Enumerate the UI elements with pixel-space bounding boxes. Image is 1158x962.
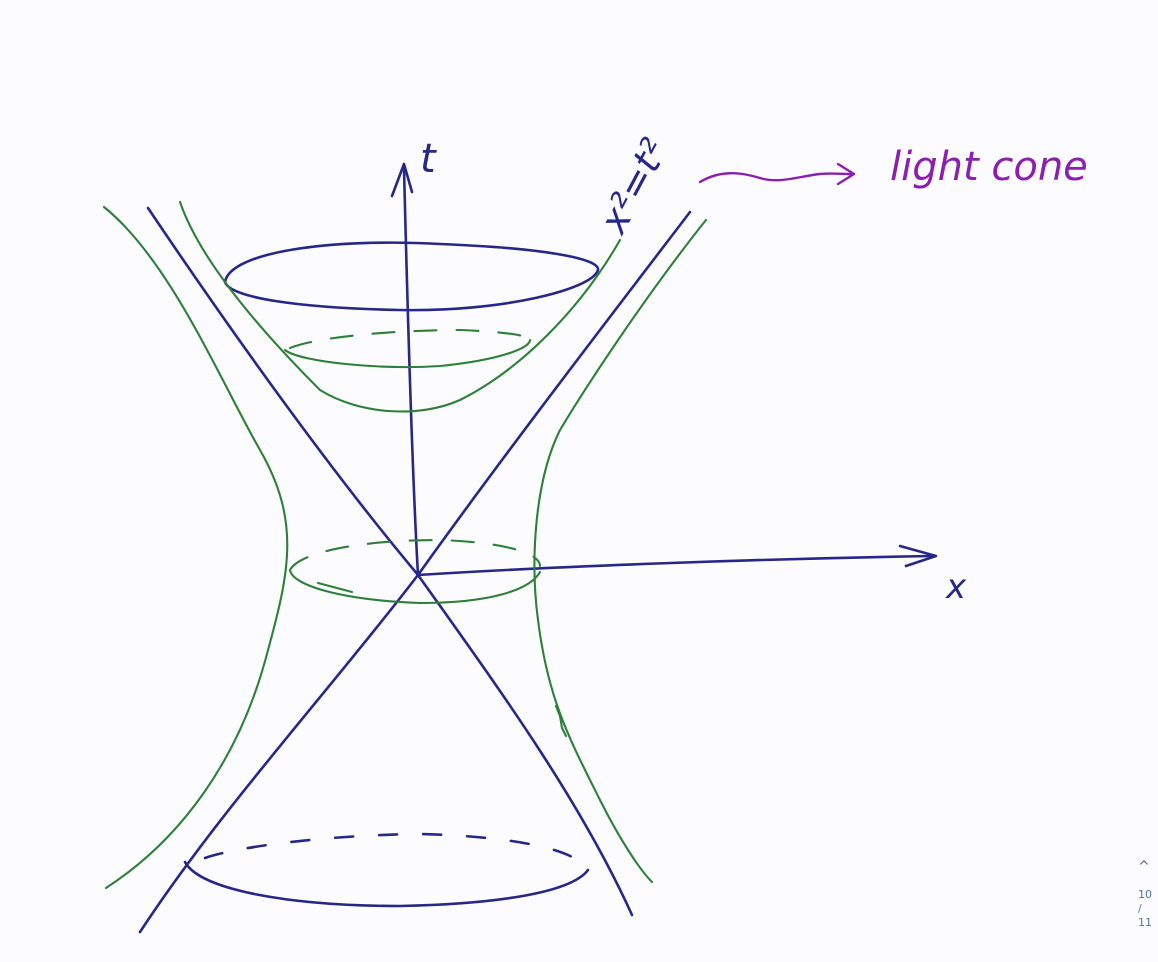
light-cone-bottom-rim-hidden: [203, 832, 582, 864]
hyperboloid-bowl: [178, 200, 622, 413]
hyperboloid-outer-left: [102, 205, 289, 890]
hyperboloid-waist-front: [288, 568, 542, 605]
t-axis-arrowhead: [390, 162, 414, 198]
x-axis: [416, 554, 934, 577]
chevron-up-icon[interactable]: ^: [1138, 859, 1150, 875]
light-cone-line-left: [146, 206, 634, 917]
hyperboloid-scribble: [554, 704, 568, 738]
hyperboloid-waist-left-dash: [316, 581, 354, 594]
hyperboloid-bowl-rim-front: [283, 338, 532, 369]
total-pages: 11: [1138, 916, 1152, 929]
cone-equation-label: x²=t²: [591, 132, 677, 242]
page-indicator: ^ 10 / 11: [1138, 860, 1158, 930]
hyperboloid-outer-right: [533, 218, 708, 884]
hyperboloid-bowl-rim-back: [288, 328, 532, 350]
light-cone-bottom-rim: [183, 860, 590, 908]
light-cone-top-rim: [223, 241, 600, 312]
t-axis-label: t: [420, 136, 437, 182]
squiggle-arrowhead: [836, 162, 856, 186]
squiggle-arrow-line: [698, 172, 854, 184]
x-axis-arrowhead: [898, 544, 938, 568]
hyperboloid-waist-back: [288, 538, 542, 572]
x-axis-label: x: [945, 567, 967, 607]
page-separator: /: [1138, 902, 1142, 915]
t-axis: [402, 166, 420, 577]
light-cone-note: light cone: [890, 144, 1088, 190]
current-page: 10: [1138, 888, 1152, 901]
